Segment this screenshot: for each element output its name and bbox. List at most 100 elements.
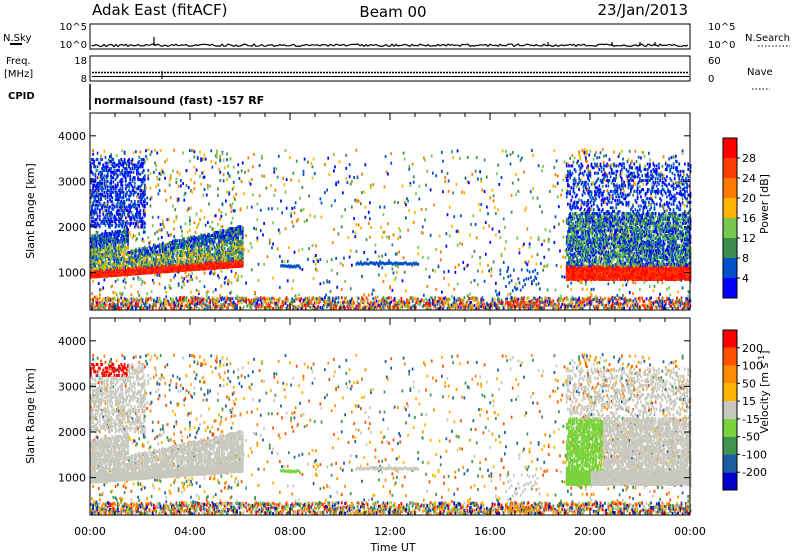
power-scatter-cell — [90, 210, 92, 214]
power-scatter-cell — [139, 220, 142, 224]
power-scatter-cell — [382, 300, 385, 304]
power-scatter-cell — [337, 232, 340, 236]
power-scatter-cell — [235, 233, 237, 237]
power-scatter-cell — [95, 158, 98, 162]
power-scatter-cell — [123, 244, 126, 248]
power-scatter-cell — [121, 262, 124, 266]
power-scatter-cell — [154, 232, 156, 236]
power-scatter-cell — [281, 305, 283, 309]
power-scatter-cell — [383, 262, 386, 266]
power-scatter-cell — [286, 304, 289, 308]
power-scatter-cell — [182, 251, 184, 255]
power-scatter-cell — [232, 304, 235, 308]
power-scatter-cell — [92, 299, 94, 303]
power-scatter-cell — [109, 305, 111, 309]
power-scatter-cell — [284, 190, 287, 194]
power-scatter-cell — [228, 227, 231, 231]
power-scatter-cell — [207, 290, 209, 294]
power-scatter-cell — [127, 242, 129, 246]
power-scatter-cell — [209, 225, 211, 229]
power-scatter-cell — [378, 255, 380, 259]
power-scatter-cell — [289, 156, 291, 160]
power-scatter-cell — [130, 205, 133, 209]
power-scatter-cell — [126, 190, 128, 194]
power-scatter-cell — [222, 173, 225, 177]
power-scatter-cell — [142, 259, 145, 263]
power-scatter-cell — [136, 187, 138, 191]
power-scatter-cell — [221, 307, 224, 311]
power-scatter-cell — [149, 186, 152, 190]
power-scatter-cell — [182, 247, 184, 251]
power-scatter-cell — [218, 167, 220, 171]
power-scatter-cell — [201, 305, 204, 309]
power-scatter-cell — [295, 219, 298, 223]
power-scatter-cell — [144, 245, 146, 249]
power-scatter-cell — [183, 304, 186, 308]
power-scatter-cell — [229, 203, 232, 207]
power-scatter-cell — [95, 242, 98, 246]
power-scatter-cell — [102, 261, 105, 265]
power-scatter-cell — [185, 184, 188, 188]
power-scatter-cell — [108, 268, 110, 272]
power-scatter-cell — [189, 216, 191, 220]
power-scatter-cell — [309, 213, 312, 217]
power-scatter-cell — [92, 152, 94, 156]
power-scatter-cell — [90, 189, 92, 193]
power-scatter-cell — [232, 252, 235, 256]
power-scatter-cell — [214, 256, 217, 260]
power-scatter-cell — [149, 296, 152, 300]
power-scatter-cell — [117, 305, 119, 309]
power-scatter-cell — [137, 210, 139, 214]
power-scatter-cell — [137, 277, 139, 281]
power-scatter-cell — [207, 234, 209, 238]
power-scatter-cell — [335, 305, 337, 309]
power-scatter-cell — [108, 307, 110, 311]
power-scatter-cell — [187, 307, 190, 311]
power-scatter-cell — [181, 252, 183, 256]
power-scatter-cell — [146, 306, 148, 310]
power-scatter-cell — [111, 196, 114, 200]
power-scatter-cell — [122, 190, 125, 194]
power-scatter-cell — [325, 293, 327, 297]
power-scatter-cell — [346, 181, 349, 185]
power-scatter-cell — [131, 212, 134, 216]
power-scatter-cell — [307, 160, 309, 164]
power-scatter-cell — [127, 267, 129, 271]
power-scatter-cell — [96, 221, 99, 225]
power-scatter-cell — [105, 183, 108, 187]
power-scatter-cell — [261, 301, 263, 305]
power-scatter-cell — [133, 218, 136, 222]
power-scatter-cell — [97, 254, 100, 258]
power-scatter-cell — [193, 301, 196, 305]
power-scatter-cell — [388, 259, 390, 263]
power-scatter-cell — [268, 306, 271, 310]
power-scatter-cell — [240, 230, 243, 234]
power-scatter-cell — [132, 187, 135, 191]
power-scatter-cell — [191, 296, 193, 300]
power-scatter-cell — [124, 281, 127, 285]
power-scatter-cell — [145, 186, 147, 190]
power-scatter-cell — [276, 303, 279, 307]
power-scatter-cell — [367, 210, 370, 214]
power-scatter-cell — [168, 253, 171, 257]
power-scatter-cell — [189, 159, 191, 163]
power-scatter-cell — [193, 240, 196, 244]
power-scatter-cell — [123, 255, 126, 259]
power-scatter-cell — [346, 305, 349, 309]
power-scatter-cell — [128, 161, 130, 165]
power-scatter-cell — [202, 234, 205, 238]
power-scatter-cell — [138, 165, 141, 169]
power-scatter-cell — [99, 247, 101, 251]
power-scatter-cell — [159, 303, 162, 307]
power-scatter-cell — [91, 207, 93, 211]
power-scatter-cell — [230, 246, 233, 250]
power-scatter-cell — [204, 157, 207, 161]
power-scatter-cell — [355, 304, 358, 308]
nave-label: Nave — [747, 67, 773, 78]
power-scatter-cell — [384, 302, 387, 306]
power-scatter-cell — [155, 168, 157, 172]
power-scatter-cell — [201, 240, 204, 244]
power-scatter-cell — [190, 249, 192, 253]
power-scatter-cell — [373, 301, 376, 305]
power-scatter-cell — [100, 198, 102, 202]
